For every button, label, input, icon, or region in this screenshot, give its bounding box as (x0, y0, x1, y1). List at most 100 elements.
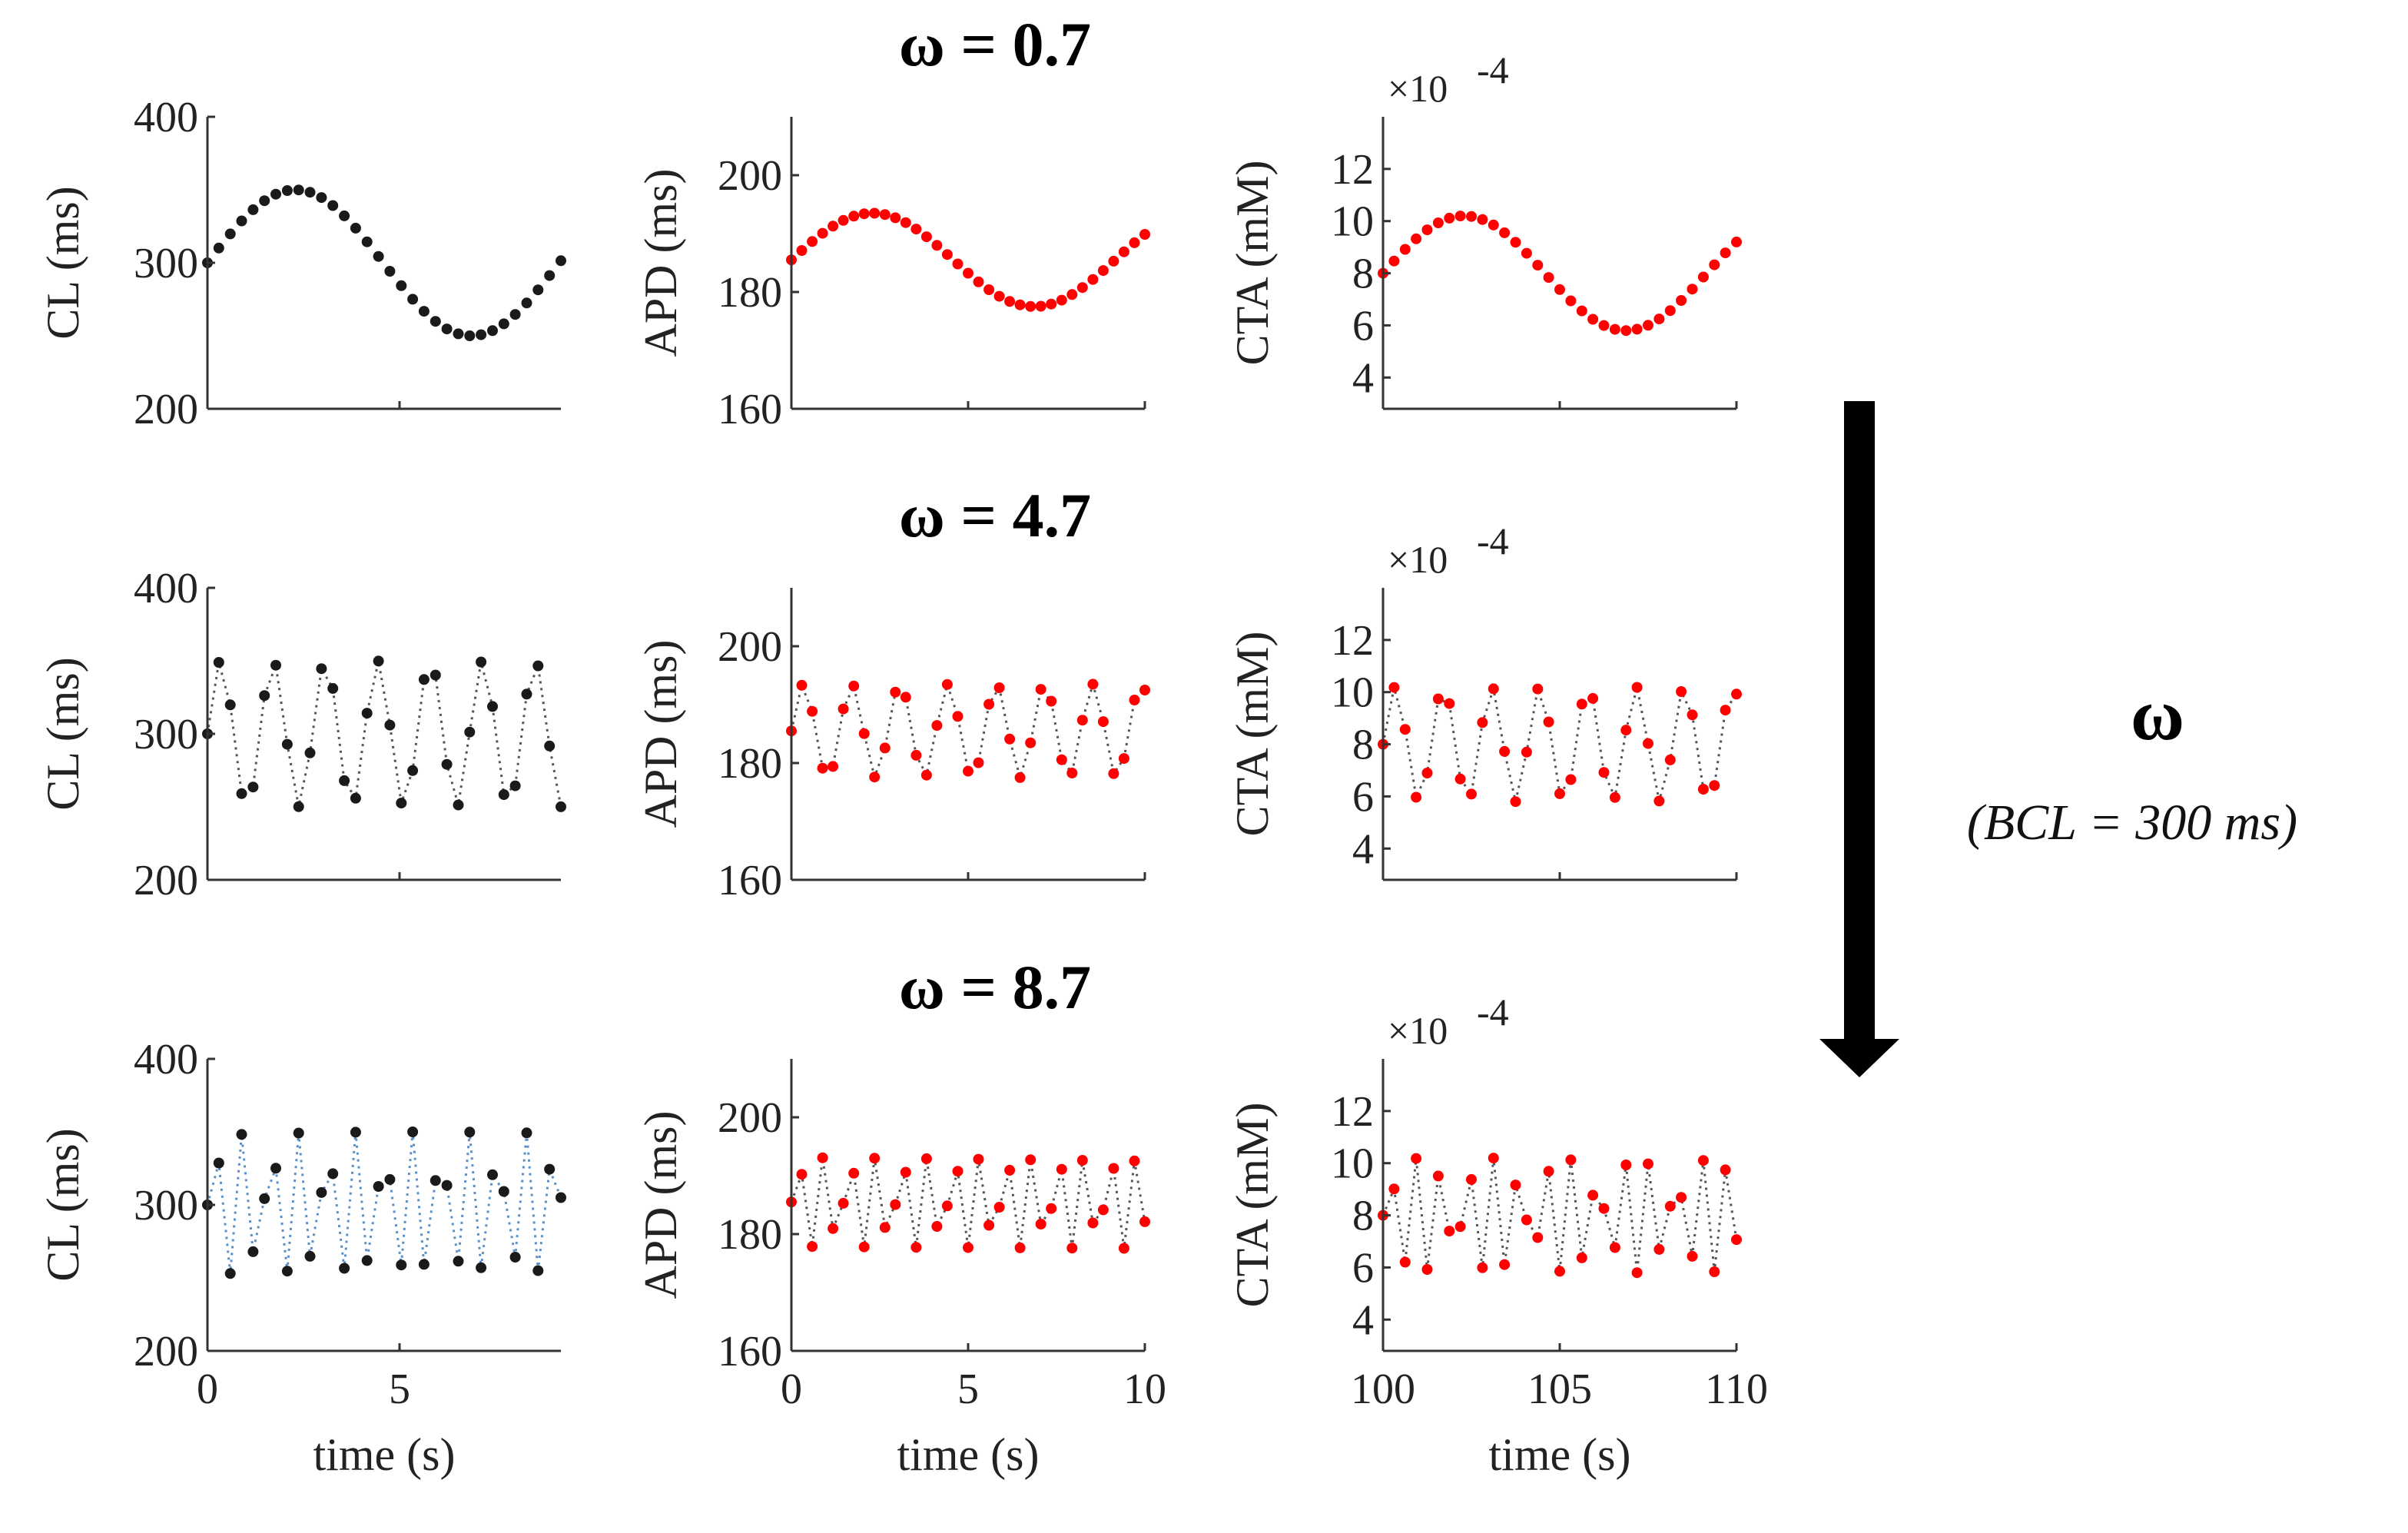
data-point-apd-row2-29 (1087, 679, 1099, 690)
data-point-apd-row3-9 (879, 1222, 891, 1233)
data-point-cta-row2-25 (1653, 795, 1665, 807)
data-point-cta-row2-22 (1620, 725, 1632, 736)
data-point-apd-row3-6 (848, 1167, 860, 1179)
y-axis-label: CTA (mM) (1227, 632, 1278, 837)
data-point-cl-row2-31 (556, 801, 566, 812)
data-point-cta-row1-11 (1499, 227, 1511, 238)
data-point-cta-row3-23 (1631, 1267, 1643, 1279)
exponent-power: -4 (1477, 519, 1509, 562)
data-point-cta-row1-6 (1444, 212, 1455, 224)
data-point-cl-row2-26 (498, 789, 509, 801)
data-point-cl-row2-18 (407, 765, 419, 776)
data-point-cl-row3-16 (384, 1173, 396, 1185)
data-point-cl-row3-4 (247, 1246, 259, 1257)
y-tick-label: 4 (1352, 1296, 1374, 1344)
y-axis-label: CTA (mM) (1227, 161, 1278, 366)
data-point-apd-row2-33 (1129, 695, 1140, 705)
data-point-cta-row3-13 (1521, 1214, 1532, 1226)
data-point-apd-row2-14 (931, 720, 943, 732)
data-point-cta-row1-14 (1532, 260, 1544, 271)
y-axis-label: APD (ms) (635, 639, 686, 828)
data-point-cta-row3-6 (1444, 1226, 1455, 1237)
data-point-cl-row1-28 (521, 297, 532, 309)
data-point-cta-row2-13 (1521, 746, 1532, 758)
data-point-apd-row2-25 (1046, 695, 1057, 707)
panel-apd-row3: 160 180 200 0 5 10 time (s) APD (ms) (635, 1059, 1166, 1480)
x-tick-label: 105 (1527, 1365, 1592, 1413)
data-point-cta-row1-25 (1653, 314, 1665, 325)
data-point-cl-row2-24 (476, 656, 487, 668)
data-point-cta-row1-16 (1554, 284, 1565, 295)
y-axis-label: CL (ms) (38, 1128, 88, 1281)
data-point-cl-row3-8 (293, 1127, 304, 1139)
data-point-cta-row2-9 (1477, 717, 1488, 728)
data-point-apd-row1-20 (993, 290, 1005, 302)
data-point-cl-row2-1 (213, 657, 224, 668)
data-point-cta-row2-10 (1488, 683, 1499, 695)
data-point-cta-row1-24 (1643, 320, 1653, 331)
data-point-apd-row1-29 (1087, 274, 1099, 285)
panel-cl-row3: 200 300 400 0 5 time (s) CL (ms) (38, 1036, 566, 1480)
data-point-cl-row3-3 (236, 1129, 247, 1140)
data-point-cta-row3-29 (1697, 1155, 1709, 1166)
data-point-apd-row1-27 (1066, 289, 1078, 300)
row-title-2: ω = 4.7 (899, 480, 1091, 550)
data-point-apd-row3-8 (869, 1153, 881, 1164)
data-point-cl-row3-20 (430, 1175, 441, 1186)
data-point-cta-row1-30 (1709, 259, 1720, 270)
data-point-cl-row1-10 (316, 192, 327, 204)
data-point-cta-row2-21 (1609, 791, 1620, 803)
data-point-apd-row3-2 (807, 1241, 818, 1253)
y-tick-label: 160 (718, 1328, 782, 1375)
data-point-cl-row3-6 (270, 1163, 281, 1174)
data-point-apd-row2-5 (837, 703, 849, 715)
y-tick-label: 8 (1352, 722, 1374, 769)
data-point-cta-row1-4 (1421, 224, 1433, 236)
row-title-1: ω = 0.7 (899, 9, 1091, 79)
data-point-cta-row1-5 (1432, 217, 1444, 228)
data-point-cta-row3-12 (1510, 1180, 1521, 1191)
y-tick-label: 200 (718, 152, 782, 200)
data-point-cta-row3-1 (1388, 1183, 1400, 1195)
data-point-cl-row3-24 (476, 1262, 487, 1273)
x-axis-label: time (s) (313, 1429, 456, 1480)
data-point-apd-row3-27 (1066, 1243, 1078, 1254)
data-point-cl-row2-12 (339, 775, 350, 786)
data-point-cl-row2-7 (281, 738, 293, 750)
y-axis-label: CL (ms) (38, 657, 88, 810)
data-point-cl-row1-4 (247, 204, 259, 215)
data-point-apd-row1-18 (973, 276, 984, 287)
exponent-label: ×10 (1388, 538, 1448, 581)
data-point-cta-row1-8 (1466, 211, 1477, 222)
data-point-cta-row2-23 (1631, 682, 1643, 693)
data-point-cta-row3-15 (1543, 1166, 1554, 1177)
data-point-cta-row3-7 (1454, 1221, 1466, 1233)
data-point-cl-row1-8 (293, 184, 304, 196)
data-point-apd-row1-5 (837, 214, 849, 226)
data-point-apd-row1-34 (1139, 229, 1150, 240)
data-point-cl-row3-7 (281, 1266, 293, 1277)
data-point-apd-row1-2 (807, 236, 818, 247)
data-point-cl-row1-17 (396, 280, 407, 291)
data-point-apd-row3-16 (952, 1166, 964, 1177)
data-point-cl-row2-23 (464, 726, 476, 738)
data-point-cta-row3-26 (1664, 1200, 1676, 1212)
data-point-cta-row3-4 (1421, 1264, 1433, 1275)
series-line-apd-row2 (790, 679, 1146, 782)
data-point-cta-row3-8 (1466, 1173, 1477, 1185)
y-tick-label: 6 (1352, 773, 1374, 821)
data-point-apd-row1-31 (1108, 255, 1119, 267)
data-point-cl-row3-5 (259, 1193, 270, 1204)
data-point-apd-row1-22 (1014, 299, 1026, 310)
data-point-apd-row3-1 (796, 1169, 808, 1180)
data-point-cl-row2-10 (316, 663, 327, 675)
y-tick-label: 400 (134, 565, 198, 612)
data-point-apd-row3-3 (817, 1152, 828, 1163)
data-point-cl-row2-21 (441, 758, 453, 770)
data-point-apd-row2-11 (900, 692, 911, 703)
data-point-apd-row1-1 (796, 245, 808, 256)
data-point-cl-row2-14 (361, 708, 373, 719)
data-point-cl-row2-3 (236, 788, 247, 799)
